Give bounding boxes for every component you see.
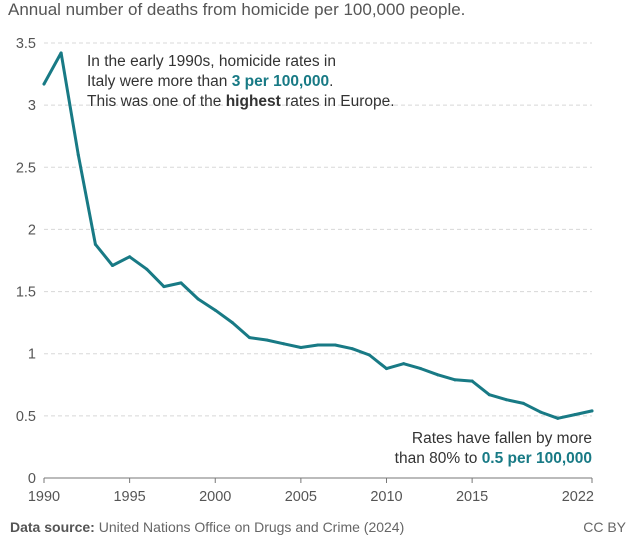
data-point-1994 <box>111 263 114 267</box>
data-source: Data source: United Nations Office on Dr… <box>10 519 405 535</box>
data-point-2015 <box>470 379 474 383</box>
data-point-2008 <box>350 347 354 351</box>
x-tick-label: 2005 <box>285 489 317 505</box>
y-tick-label: 3 <box>28 98 36 114</box>
annotation-top-line-1: In the early 1990s, homicide rates in <box>87 53 336 70</box>
y-tick-label: 1 <box>28 347 36 363</box>
data-point-1992 <box>76 153 80 157</box>
annotation-bottom-line-1: Rates have fallen by more <box>411 430 592 447</box>
y-axis-ticks: 0 0.5 1 1.5 2 2.5 3 3.5 <box>16 36 36 487</box>
series-italy <box>42 51 594 420</box>
data-point-1999 <box>196 297 200 301</box>
data-point-2019 <box>539 410 543 414</box>
data-point-2004 <box>282 342 286 346</box>
x-tick-label: 2015 <box>456 489 488 505</box>
data-point-1995 <box>128 255 132 259</box>
x-axis: 1990 1995 2000 2005 2010 2015 2022 <box>28 477 594 505</box>
data-point-2009 <box>367 353 371 357</box>
data-point-2002 <box>248 336 251 340</box>
gridlines <box>44 42 592 417</box>
y-tick-label: 0 <box>28 471 36 487</box>
data-point-2003 <box>265 338 269 342</box>
data-point-2010 <box>385 367 388 371</box>
data-point-2012 <box>419 367 423 371</box>
annotation-bottom-line-2: than 80% to 0.5 per 100,000 <box>394 450 592 467</box>
x-tick-label: 1995 <box>113 489 145 505</box>
data-point-1990 <box>42 82 46 86</box>
annotation-top-line-3: This was one of the highest rates in Eur… <box>87 93 395 110</box>
data-point-2013 <box>436 373 440 377</box>
data-point-2016 <box>487 393 491 397</box>
data-point-1991 <box>59 51 63 55</box>
highlight-highest: highest <box>225 93 281 110</box>
annotation-early-1990s: In the early 1990s, homicide rates in It… <box>87 52 395 112</box>
data-point-2007 <box>333 343 337 347</box>
chart-subtitle: Annual number of deaths from homicide pe… <box>8 0 466 19</box>
x-tick-label: 2010 <box>370 489 402 505</box>
annotation-top-line-2: Italy were more than 3 per 100,000. <box>87 73 334 90</box>
license-link[interactable]: CC BY <box>583 519 626 535</box>
data-point-2014 <box>453 378 457 382</box>
data-point-2020 <box>556 416 560 420</box>
data-point-1993 <box>93 242 97 246</box>
x-tick-label: 1990 <box>28 489 60 505</box>
data-point-2017 <box>504 398 508 402</box>
data-point-1996 <box>145 267 149 271</box>
data-point-1998 <box>179 281 183 285</box>
y-tick-label: 1.5 <box>16 285 36 301</box>
data-point-2011 <box>402 362 406 366</box>
data-point-2022 <box>590 409 594 413</box>
data-point-2001 <box>230 321 234 325</box>
highlight-3-per-100000: 3 per 100,000 <box>231 73 330 90</box>
y-tick-label: 2 <box>28 222 36 238</box>
data-point-2006 <box>316 343 320 347</box>
data-point-2005 <box>299 346 303 349</box>
data-point-2021 <box>573 413 577 417</box>
annotation-recent-rates: Rates have fallen by more than 80% to 0.… <box>395 429 592 469</box>
data-point-1997 <box>162 285 166 289</box>
data-point-2018 <box>522 401 525 405</box>
x-tick-label: 2022 <box>562 489 594 505</box>
data-point-2000 <box>213 308 217 312</box>
y-tick-label: 0.5 <box>16 409 36 425</box>
highlight-0-5-per-100000: 0.5 per 100,000 <box>481 450 592 467</box>
y-tick-label: 2.5 <box>16 160 36 176</box>
x-tick-label: 2000 <box>199 489 231 505</box>
y-tick-label: 3.5 <box>16 36 36 52</box>
